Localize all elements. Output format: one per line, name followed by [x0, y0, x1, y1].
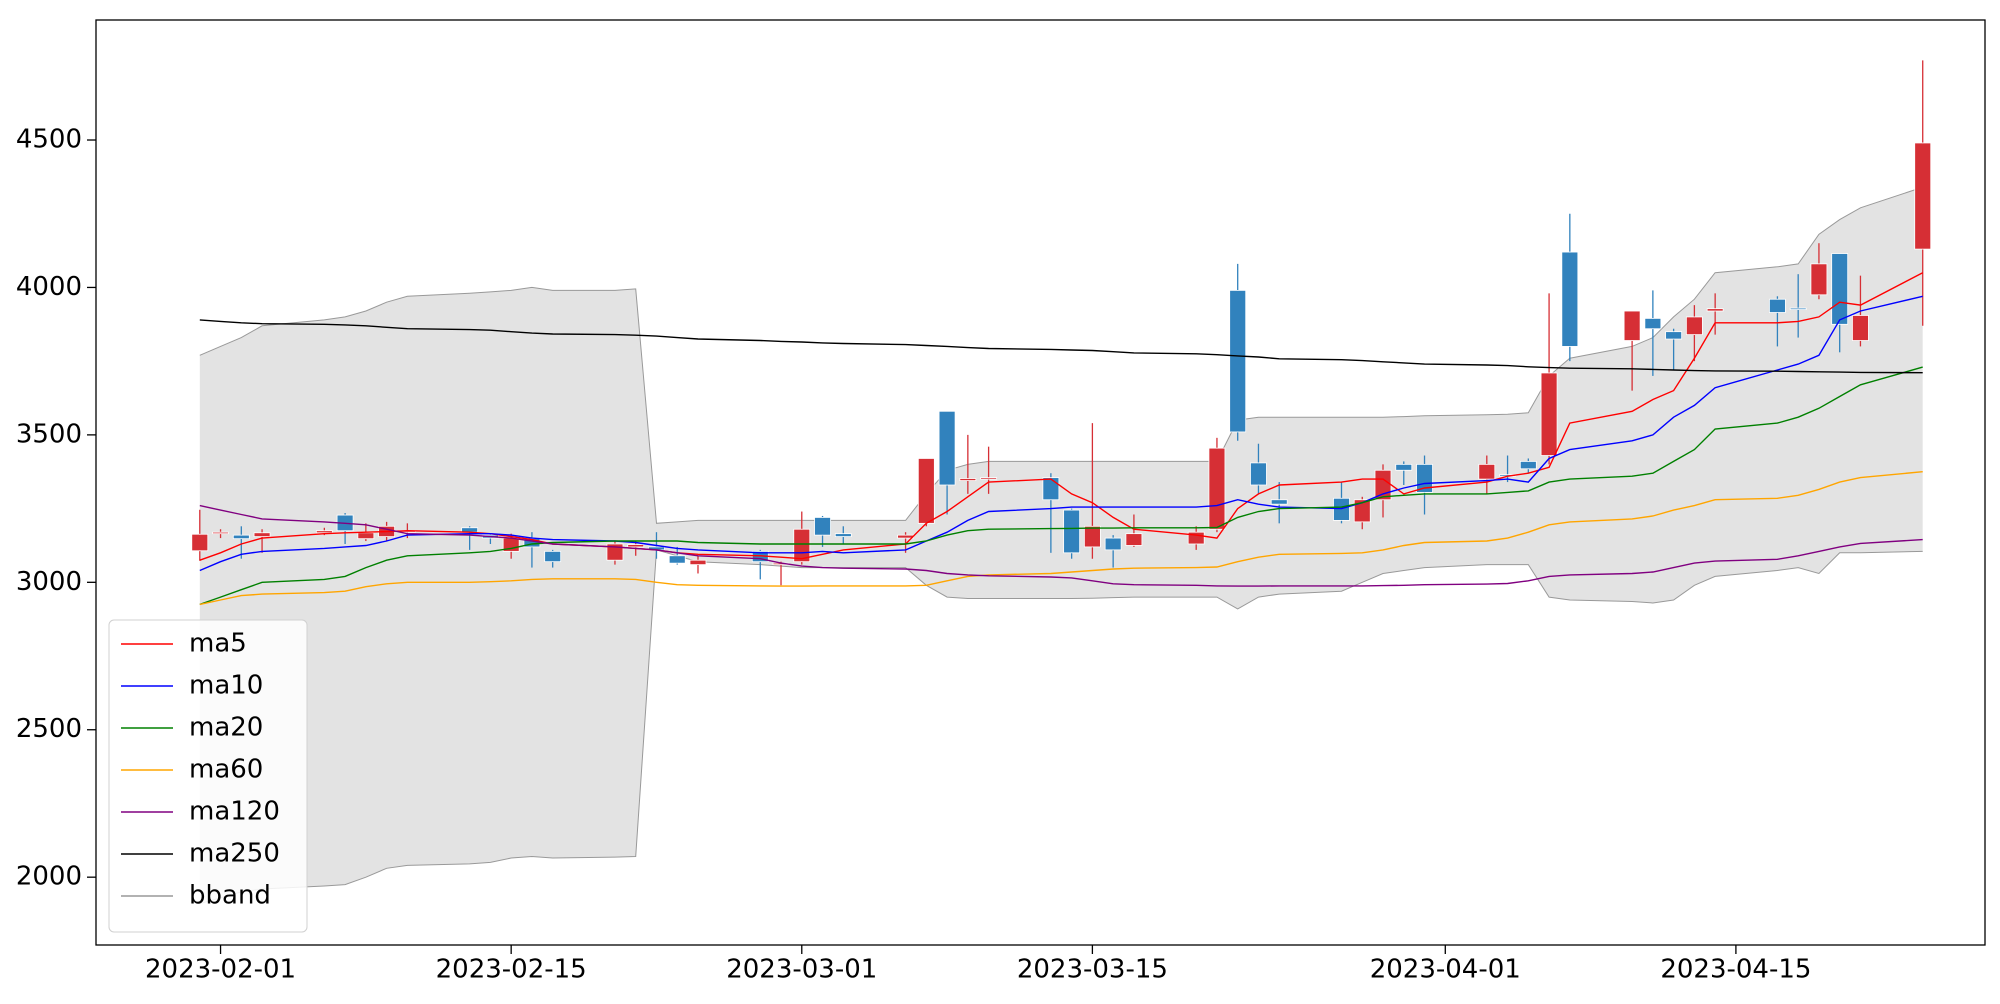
- candle-body: [315, 530, 333, 534]
- candle-body: [1353, 499, 1371, 523]
- candle-body: [1831, 253, 1849, 325]
- candle-body: [1852, 315, 1869, 341]
- candle-body: [1333, 497, 1350, 521]
- x-tick-label: 2023-04-15: [1660, 955, 1811, 985]
- candle-body: [1519, 461, 1537, 470]
- legend-label: ma60: [189, 755, 263, 785]
- candle-body: [1125, 533, 1143, 546]
- legend-label: ma5: [189, 629, 247, 659]
- candle-body: [1769, 298, 1786, 313]
- candle-body: [1229, 289, 1247, 433]
- candle-body: [1063, 509, 1081, 554]
- candle-body: [1914, 142, 1932, 250]
- candle-body: [1395, 463, 1413, 471]
- legend-label: ma250: [189, 839, 280, 869]
- candle-body: [1416, 463, 1433, 493]
- plot-frame: [95, 19, 1986, 946]
- candle-body: [1561, 251, 1579, 347]
- y-tick-label: 3500: [16, 419, 82, 449]
- candle-body: [357, 532, 375, 540]
- candle-body: [1478, 463, 1496, 480]
- ma-line: [199, 295, 1923, 572]
- candle-body: [793, 528, 811, 563]
- candle-body: [544, 550, 562, 563]
- candle-body: [1540, 372, 1558, 456]
- band-edge: [199, 186, 1923, 524]
- candle-body: [980, 477, 998, 480]
- candle-body: [1104, 537, 1122, 551]
- band-edge: [199, 549, 1923, 905]
- candle-body: [938, 410, 956, 486]
- x-tick-label: 2023-03-01: [726, 955, 877, 985]
- y-tick-label: 3000: [16, 567, 82, 597]
- candle-body: [606, 543, 624, 561]
- y-tick-label: 4000: [16, 272, 82, 302]
- x-tick-label: 2023-02-15: [436, 955, 587, 985]
- legend-label: ma120: [189, 797, 280, 827]
- candle-body: [1250, 462, 1267, 486]
- candle-body: [1623, 310, 1641, 341]
- candle-body: [1187, 531, 1205, 545]
- candle-body: [668, 555, 686, 564]
- y-tick-label: 2500: [16, 714, 82, 744]
- band-fill: [199, 187, 1923, 904]
- candle-body: [689, 559, 707, 566]
- y-tick-label: 4500: [16, 125, 82, 155]
- candle-body: [191, 533, 209, 552]
- legend-label: ma20: [189, 713, 263, 743]
- candle-body: [917, 458, 935, 524]
- candle-body: [627, 544, 645, 548]
- candle-body: [834, 533, 852, 538]
- ma-line: [199, 366, 1923, 606]
- candle-body: [959, 478, 977, 481]
- candle-body: [1208, 447, 1226, 530]
- legend-label: bband: [189, 881, 271, 911]
- candle-body: [1042, 477, 1060, 501]
- candle-body: [1685, 316, 1703, 336]
- candle-body: [1270, 499, 1288, 505]
- ma-line: [199, 471, 1923, 606]
- ma-line: [199, 504, 1923, 587]
- x-tick-label: 2023-04-01: [1370, 955, 1521, 985]
- candle-body: [253, 532, 271, 538]
- candle-body: [1083, 525, 1101, 548]
- x-tick-label: 2023-02-01: [145, 955, 296, 985]
- candle-body: [1374, 469, 1392, 501]
- candle-body: [1665, 331, 1683, 340]
- candle-body: [232, 534, 250, 540]
- candle-body: [1789, 307, 1807, 310]
- candle-body: [1810, 263, 1828, 296]
- candle-body: [212, 531, 229, 535]
- ma-line: [199, 319, 1923, 374]
- y-tick-label: 2000: [16, 862, 82, 892]
- x-tick-label: 2023-03-15: [1017, 955, 1168, 985]
- candle-body: [1706, 308, 1724, 312]
- legend-label: ma10: [189, 671, 263, 701]
- legend: ma5 ma10 ma20 ma60 ma120 ma250 bband: [108, 619, 308, 933]
- candle-body: [1644, 318, 1662, 330]
- candle-body: [814, 517, 831, 536]
